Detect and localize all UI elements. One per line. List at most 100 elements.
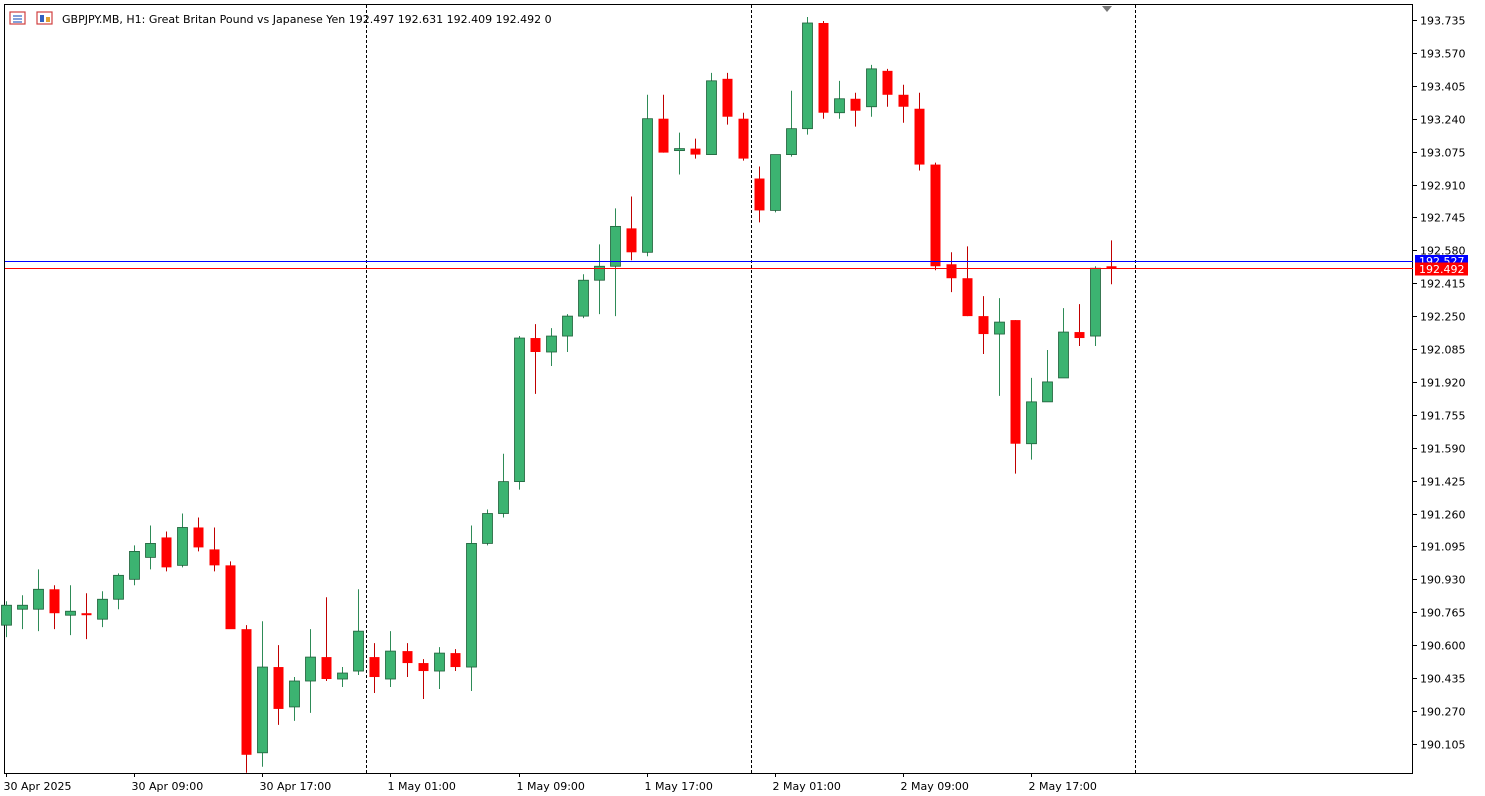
current-price-tag: 192.492 — [1415, 262, 1468, 276]
shift-marker-icon[interactable] — [1102, 6, 1112, 12]
candle-body — [514, 337, 525, 483]
candle-body — [834, 98, 845, 114]
chart-window-icon[interactable] — [36, 11, 53, 25]
time-tick-label: 1 May 09:00 — [517, 780, 585, 793]
candle-body — [722, 78, 733, 117]
price-tick-label: 190.600 — [1420, 640, 1466, 653]
candle-body — [1106, 266, 1117, 269]
candle-body — [930, 164, 941, 267]
time-tick-label: 30 Apr 09:00 — [132, 780, 204, 793]
candle-body — [642, 118, 653, 253]
candle-body — [385, 650, 396, 680]
time-tick-label: 2 May 17:00 — [1029, 780, 1097, 793]
price-tick-label: 191.260 — [1420, 509, 1466, 522]
symbol-label: GBPJPY.MB — [62, 13, 119, 26]
candle-body — [113, 574, 124, 600]
candle-body — [321, 657, 332, 680]
candle-body — [353, 630, 364, 672]
time-tick-label: 2 May 09:00 — [901, 780, 969, 793]
candle-body — [610, 225, 621, 267]
candle-body — [418, 663, 429, 672]
candle-body — [754, 178, 765, 211]
candle-body — [850, 98, 861, 111]
candle-body — [994, 321, 1005, 335]
candle-body — [690, 148, 701, 155]
price-tick-label: 192.250 — [1420, 311, 1466, 324]
candle-body — [738, 118, 749, 159]
price-tick-label: 192.415 — [1420, 278, 1466, 291]
candle-body — [546, 335, 557, 353]
candle-body — [49, 589, 60, 614]
candle-body — [770, 154, 781, 211]
candle-body — [1, 604, 12, 626]
price-tick-label: 193.405 — [1420, 81, 1466, 94]
candle-body — [177, 527, 188, 566]
candle-body — [482, 513, 493, 544]
candle-body — [898, 94, 909, 107]
candle-body — [578, 279, 589, 317]
candle-body — [914, 108, 925, 165]
candle-body — [530, 338, 541, 353]
price-tick-label: 190.105 — [1420, 739, 1466, 752]
svg-text:192.492: 192.492 — [1419, 263, 1465, 276]
symbol-description: Great Britan Pound vs Japanese Yen — [149, 13, 345, 26]
candle-body — [369, 657, 380, 678]
price-lines — [5, 261, 1413, 269]
candle-body — [1058, 331, 1069, 379]
svg-text:GBPJPY.MB, H1: Great Britan P: GBPJPY.MB, H1: Great Britan Pound vs Jap… — [62, 13, 552, 26]
candle-body — [257, 666, 268, 754]
candle-body — [594, 265, 605, 281]
chart-header: GBPJPY.MB, H1: Great Britan Pound vs Jap… — [9, 11, 552, 26]
price-tick-label: 190.270 — [1420, 706, 1466, 719]
price-tick-label: 191.095 — [1420, 541, 1466, 554]
candle-body — [81, 613, 92, 616]
chart-menu-icon[interactable] — [9, 11, 26, 25]
candle-body — [978, 316, 989, 335]
price-tick-label: 193.735 — [1420, 15, 1466, 28]
candle-body — [402, 651, 413, 664]
price-tick-label: 192.580 — [1420, 245, 1466, 258]
time-tick-label: 30 Apr 2025 — [4, 780, 72, 793]
candle-body — [802, 22, 813, 130]
price-tick-label: 191.425 — [1420, 476, 1466, 489]
time-tick-label: 2 May 01:00 — [773, 780, 841, 793]
price-tick-label: 190.930 — [1420, 574, 1466, 587]
candle-body — [305, 656, 316, 682]
candle-body — [674, 148, 685, 152]
price-tick-label: 193.075 — [1420, 147, 1466, 160]
price-tick-label: 190.435 — [1420, 673, 1466, 686]
candle-body — [882, 70, 893, 95]
price-tick-label: 191.590 — [1420, 443, 1466, 456]
candle-body — [818, 22, 829, 113]
candle-body — [626, 228, 637, 253]
price-tick-label: 192.910 — [1420, 180, 1466, 193]
timeframe-label: H1: — [126, 13, 145, 26]
candle-body — [33, 588, 44, 610]
price-tick-label: 190.765 — [1420, 607, 1466, 620]
candle-body — [658, 118, 669, 153]
candle-body — [562, 315, 573, 337]
candle-body — [337, 672, 348, 680]
time-tick-label: 1 May 17:00 — [645, 780, 713, 793]
candle-body — [866, 68, 877, 108]
candle-body — [225, 565, 236, 630]
candle-body — [145, 543, 156, 558]
time-tick-label: 30 Apr 17:00 — [260, 780, 332, 793]
candle-body — [1010, 320, 1021, 444]
candle-body — [1090, 267, 1101, 337]
price-tick-label: 192.085 — [1420, 344, 1466, 357]
candle-body — [241, 629, 252, 755]
time-axis: 30 Apr 2025 30 Apr 09:00 30 Apr 17:00 1 May… — [4, 773, 1097, 793]
candle-body — [161, 537, 172, 568]
price-axis: 193.735 193.570 193.405 193.240 193.075 192.9… — [1413, 15, 1466, 752]
candle-body — [946, 264, 957, 279]
candle-body — [17, 604, 28, 610]
volume-value: 0 — [545, 13, 552, 26]
candle-body — [1026, 401, 1037, 445]
candle-body — [1074, 332, 1085, 339]
candle-body — [129, 551, 140, 580]
time-tick-label: 1 May 01:00 — [388, 780, 456, 793]
candle-body — [962, 278, 973, 317]
price-tick-label: 193.240 — [1420, 114, 1466, 127]
